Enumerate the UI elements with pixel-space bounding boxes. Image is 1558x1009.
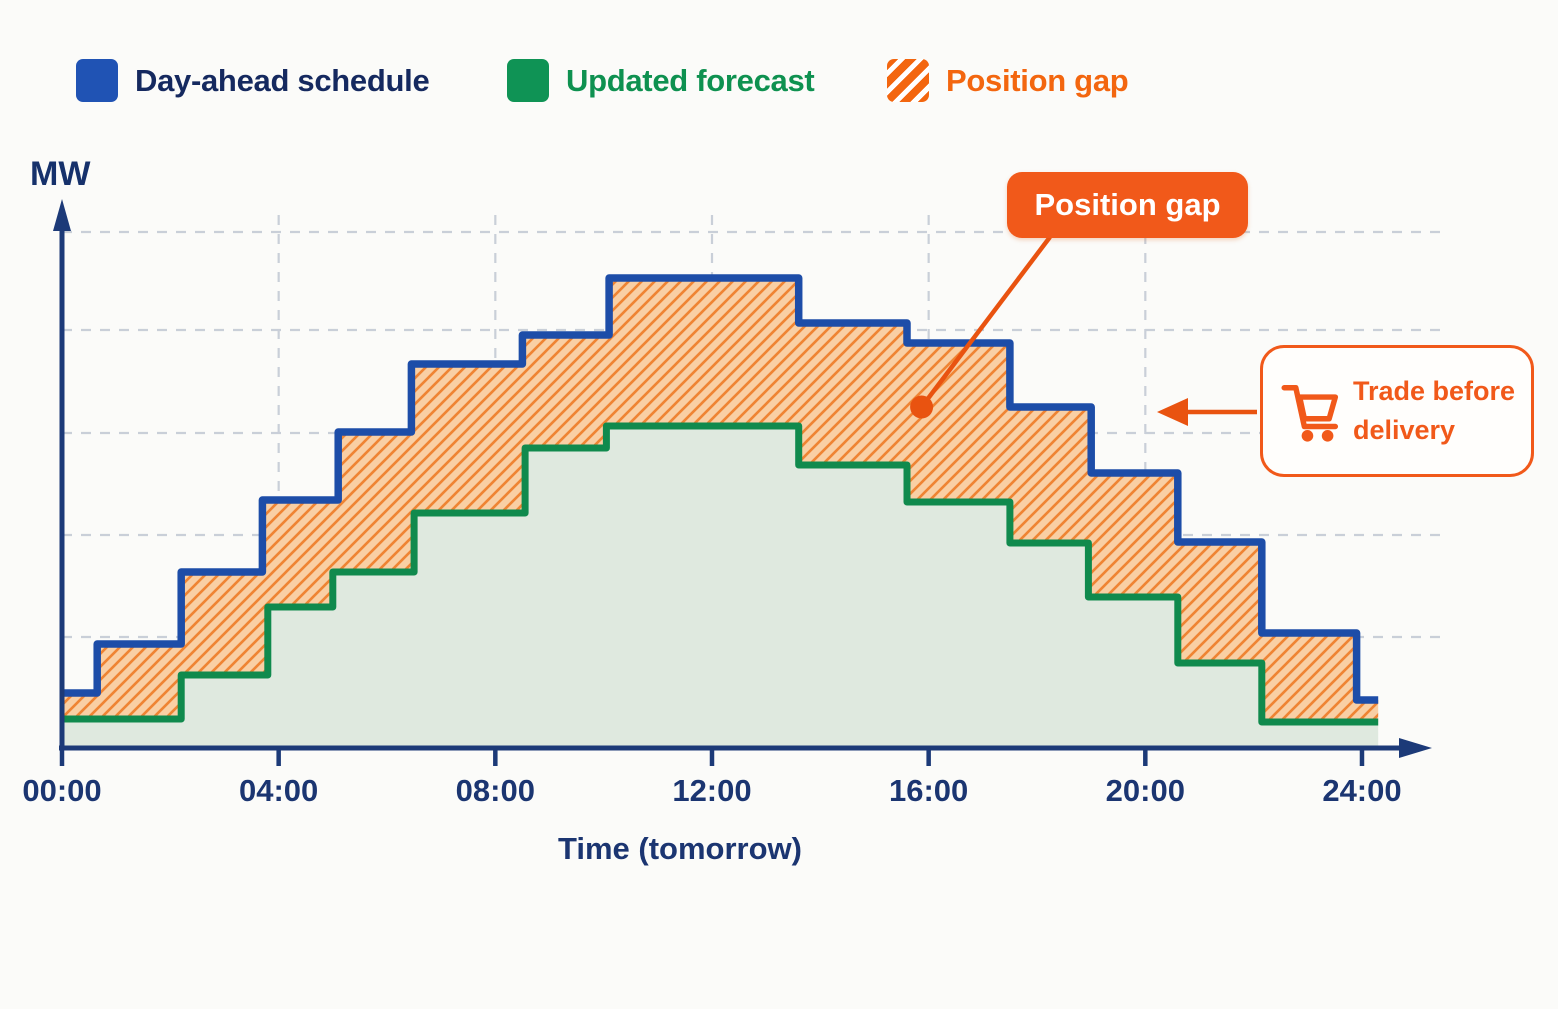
position-gap-annotation-text: Position gap <box>1034 187 1221 222</box>
annotation-leader-line <box>919 235 1052 409</box>
day-ahead-line <box>62 274 1379 704</box>
x-tick-label: 24:00 <box>1322 773 1401 808</box>
x-tick-label: 20:00 <box>1106 773 1185 808</box>
legend-item-position-gap: Position gap <box>887 59 1129 102</box>
x-axis-arrow <box>1399 738 1432 758</box>
updated-forecast-legend-label: Updated forecast <box>566 62 815 98</box>
position-gap-annotation: Position gap <box>1007 172 1248 238</box>
updated-forecast-line <box>62 422 1379 726</box>
position-gap-swatch <box>887 59 929 102</box>
legend-item-updated-forecast: Updated forecast <box>507 59 815 102</box>
y-axis-arrow <box>53 199 71 231</box>
shopping-cart-icon <box>1281 385 1339 442</box>
annotation-dot <box>910 395 934 419</box>
trade-callout: Trade before delivery <box>1260 345 1534 477</box>
x-tick-label: 16:00 <box>889 773 968 808</box>
trade-callout-text: Trade before delivery <box>1353 375 1516 445</box>
x-tick-label: 12:00 <box>672 773 751 808</box>
updated-forecast-swatch <box>507 59 549 102</box>
x-axis-label: Time (tomorrow) <box>558 831 802 866</box>
callout-arrow-head <box>1157 398 1188 426</box>
day-ahead-legend-label: Day-ahead schedule <box>135 62 430 98</box>
x-tick-label: 08:00 <box>456 773 535 808</box>
forecast-area <box>62 426 1379 748</box>
y-axis-label: MW <box>30 155 91 193</box>
position-gap-legend-label: Position gap <box>946 62 1129 98</box>
legend-item-day-ahead: Day-ahead schedule <box>76 59 430 102</box>
x-tick-label: 04:00 <box>239 773 318 808</box>
day-ahead-swatch <box>76 59 118 102</box>
x-tick-label: 00:00 <box>22 773 101 808</box>
